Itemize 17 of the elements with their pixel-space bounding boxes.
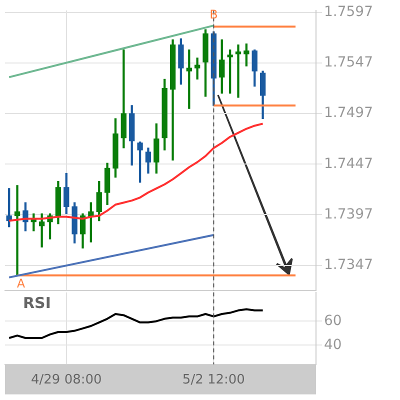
y-tick-label: 1.7397: [324, 206, 373, 222]
y-tick-label: 1.7347: [324, 256, 373, 273]
x-tick-label: 5/2 12:00: [182, 372, 245, 388]
y-tick-label: 40: [324, 336, 342, 353]
candlestick: [39, 213, 45, 248]
y-tick-label: 60: [324, 312, 342, 329]
y-tick-label: 1.7547: [324, 54, 373, 71]
y-tick-label: 1.7497: [324, 105, 373, 122]
y-tick-label: 1.7447: [324, 156, 373, 172]
candlestick: [14, 185, 20, 276]
candlestick: [194, 58, 200, 80]
y-tick-label: 1.7597: [324, 4, 373, 20]
candlestick: [235, 44, 242, 98]
annotation: A: [16, 276, 26, 291]
annotation: B: [210, 8, 218, 22]
chart-title: RSI: [23, 294, 51, 312]
x-tick-label: 4/29 08:00: [30, 372, 102, 388]
